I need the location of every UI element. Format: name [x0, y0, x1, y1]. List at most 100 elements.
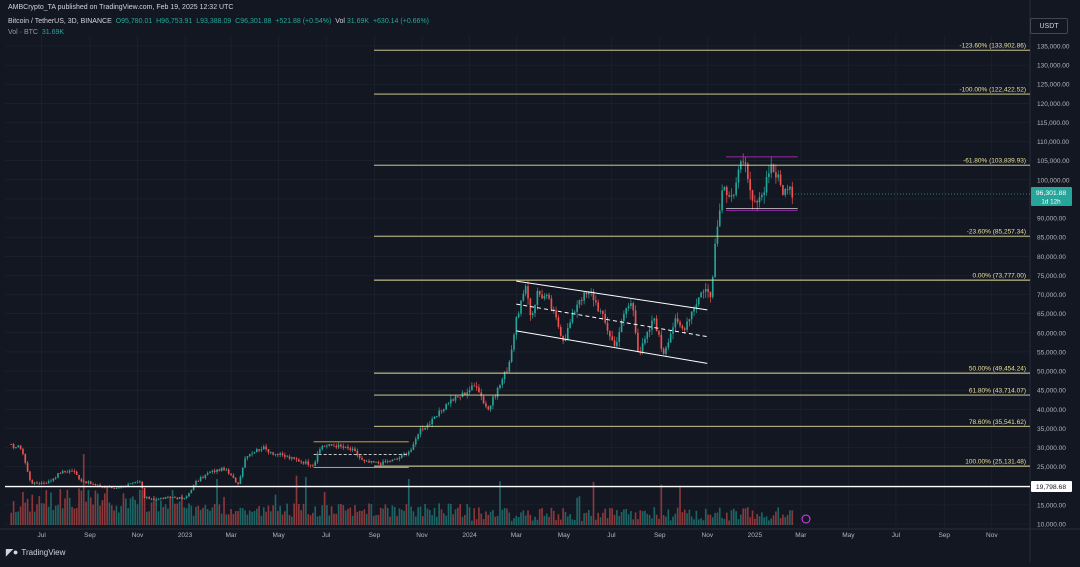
candle-body [19, 445, 22, 449]
candle-body [445, 403, 447, 410]
currency-selector[interactable]: USDT [1030, 18, 1068, 34]
fib-level-label: 78.60% (35,541.62) [969, 419, 1026, 426]
volume-bar [639, 510, 642, 525]
volume-bar [314, 506, 317, 525]
candle-body [770, 164, 773, 174]
candle-body [370, 461, 373, 463]
volume-bar [80, 490, 83, 525]
volume-bar [108, 502, 111, 525]
volume-bar [763, 517, 766, 525]
candle-body [190, 490, 193, 493]
candle-body [566, 327, 569, 340]
events-icon[interactable] [801, 514, 811, 524]
candle-body [700, 292, 702, 298]
volume-bar [772, 515, 775, 525]
candle-body [164, 497, 167, 499]
volume-bar [220, 513, 223, 525]
volume-bar [246, 514, 249, 525]
price-tick-label: 130,000.00 [1037, 63, 1070, 70]
volume-bar [580, 520, 583, 525]
candle-body [550, 298, 553, 310]
candle-body [665, 347, 667, 354]
candle-body [230, 473, 232, 476]
fib-level-label: -61.80% (103,839.93) [963, 158, 1026, 165]
volume-bar [150, 502, 153, 525]
volume-bar [59, 489, 62, 525]
fib-level-label: 61.80% (43,714.07) [969, 388, 1026, 395]
candle-body [323, 446, 326, 447]
candle-body [711, 277, 714, 298]
volume-bar [365, 513, 368, 525]
volume-bar [714, 512, 716, 525]
volume-bar [174, 503, 176, 525]
candle-body [662, 348, 665, 354]
candle-body [704, 288, 707, 292]
volume-bar [351, 515, 354, 525]
volume-bar [501, 509, 504, 525]
candle-body [765, 177, 768, 193]
candle-body [22, 448, 24, 455]
candle-body [43, 482, 45, 484]
volume-bar [124, 498, 127, 525]
volume-bar [211, 507, 214, 525]
candle-body [232, 475, 235, 478]
volume-bar [183, 507, 186, 525]
volume-bar [148, 511, 151, 525]
volume-bar [609, 508, 611, 525]
volume-bar [344, 510, 347, 525]
volume-bar [169, 497, 172, 525]
candles-group [10, 153, 794, 501]
candle-body [672, 327, 674, 334]
candle-body [29, 471, 31, 481]
price-tick-label: 10,000.00 [1037, 522, 1066, 529]
volume-bar [681, 512, 684, 525]
candle-body [185, 496, 188, 498]
volume-bar [711, 517, 714, 525]
support-price-tag-bg [1031, 481, 1072, 493]
candle-body [349, 448, 352, 450]
volume-bar [92, 504, 94, 525]
volume-bar [251, 511, 253, 525]
volume-bar [103, 493, 106, 525]
candle-body [276, 453, 279, 455]
candle-body [31, 480, 34, 484]
volume-bar [316, 516, 319, 525]
volume-bar [12, 501, 15, 525]
candle-body [625, 308, 628, 314]
volume-bar [597, 512, 599, 525]
candle-body [723, 187, 726, 191]
volume-bar [480, 513, 483, 525]
volume-bar [120, 506, 122, 525]
volume-bar [64, 498, 66, 525]
time-tick-label: Mar [795, 532, 807, 539]
candle-body [162, 498, 165, 499]
volume-bar [672, 516, 674, 525]
candle-body [585, 292, 588, 295]
candle-body [150, 498, 153, 500]
volume-bar [648, 515, 651, 525]
candle-body [464, 392, 466, 395]
candle-body [761, 194, 763, 198]
publisher-line: AMBCrypto_TA published on TradingView.co… [8, 4, 233, 11]
candle-body [64, 470, 66, 472]
candle-body [94, 484, 97, 485]
tradingview-brand[interactable]: ◤● TradingView [6, 547, 65, 558]
volume-bar [676, 507, 679, 525]
candle-body [216, 469, 218, 472]
volume-bar [695, 510, 698, 525]
volume-bar [616, 510, 618, 525]
volume-bar [707, 514, 709, 525]
candle-body [183, 497, 186, 499]
volume-bar [538, 509, 541, 525]
candle-body [148, 497, 151, 499]
volume-bar [503, 507, 506, 525]
candle-body [54, 477, 57, 479]
candle-body [358, 455, 361, 458]
volume-bar [61, 508, 64, 525]
close-value: C96,301.88 [235, 18, 272, 25]
volume-bar [541, 507, 543, 525]
volume-bar [424, 503, 426, 525]
